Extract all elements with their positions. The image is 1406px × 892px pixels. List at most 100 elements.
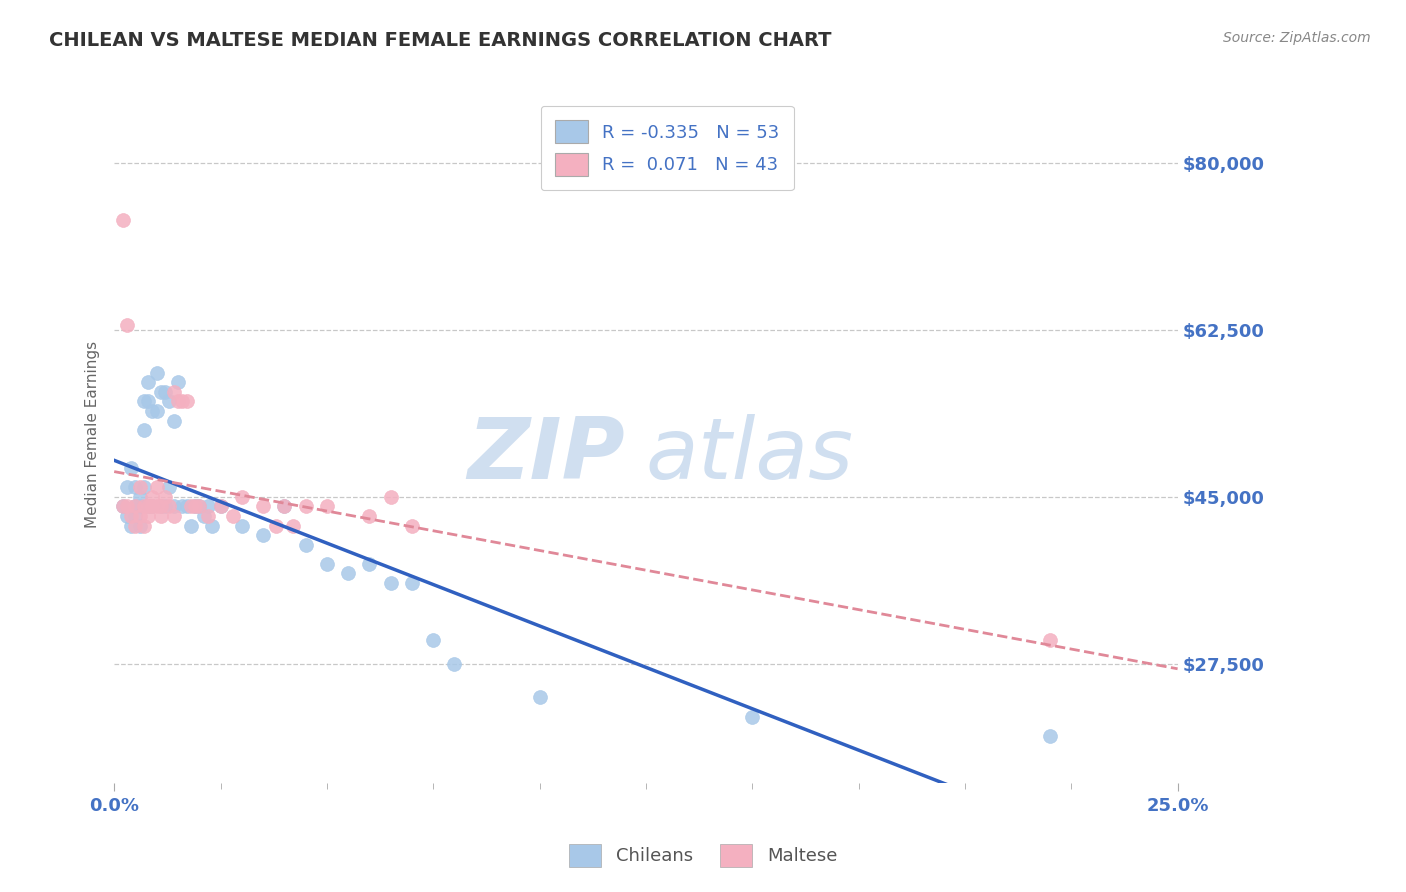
Point [197, 500, 219, 514]
Point [401, 575, 423, 590]
Point [273, 500, 295, 514]
Point [201, 518, 224, 533]
Y-axis label: Median Female Earnings: Median Female Earnings [86, 342, 100, 528]
Point [176, 394, 198, 409]
Legend: Chileans, Maltese: Chileans, Maltese [561, 837, 845, 874]
Point [197, 508, 219, 523]
Point [180, 518, 202, 533]
Point [209, 500, 232, 514]
Text: atlas: atlas [645, 414, 853, 497]
Point [145, 404, 167, 418]
Point [167, 394, 190, 409]
Point [128, 480, 150, 494]
Point [176, 500, 198, 514]
Point [124, 518, 146, 533]
Point [184, 500, 207, 514]
Point [273, 500, 295, 514]
Point [132, 423, 155, 437]
Point [136, 500, 159, 514]
Point [163, 508, 186, 523]
Point [149, 500, 172, 514]
Point [128, 518, 150, 533]
Text: ZIP: ZIP [467, 414, 624, 497]
Point [252, 500, 274, 514]
Point [1039, 729, 1062, 743]
Text: Source: ZipAtlas.com: Source: ZipAtlas.com [1223, 31, 1371, 45]
Point [115, 508, 138, 523]
Point [124, 500, 146, 514]
Point [337, 566, 360, 581]
Point [231, 518, 253, 533]
Point [231, 490, 253, 504]
Point [401, 518, 423, 533]
Point [136, 376, 159, 390]
Point [163, 384, 186, 399]
Point [380, 490, 402, 504]
Point [184, 500, 207, 514]
Point [159, 480, 181, 494]
Point [145, 366, 167, 380]
Point [163, 500, 186, 514]
Point [155, 490, 177, 504]
Point [120, 508, 142, 523]
Point [120, 461, 142, 475]
Point [155, 500, 177, 514]
Text: CHILEAN VS MALTESE MEDIAN FEMALE EARNINGS CORRELATION CHART: CHILEAN VS MALTESE MEDIAN FEMALE EARNING… [49, 31, 832, 50]
Point [359, 557, 381, 571]
Point [132, 500, 155, 514]
Point [145, 480, 167, 494]
Point [315, 557, 337, 571]
Point [209, 500, 232, 514]
Point [529, 690, 551, 705]
Point [141, 500, 163, 514]
Point [159, 394, 181, 409]
Point [193, 508, 215, 523]
Point [294, 538, 316, 552]
Point [222, 508, 245, 523]
Point [115, 500, 138, 514]
Point [264, 518, 287, 533]
Point [172, 500, 194, 514]
Point [111, 500, 134, 514]
Point [422, 633, 444, 648]
Point [443, 657, 465, 671]
Point [132, 480, 155, 494]
Point [294, 500, 316, 514]
Point [380, 575, 402, 590]
Point [115, 318, 138, 332]
Legend: R = -0.335   N = 53, R =  0.071   N = 43: R = -0.335 N = 53, R = 0.071 N = 43 [541, 106, 794, 190]
Point [1039, 633, 1062, 648]
Point [167, 376, 190, 390]
Point [128, 490, 150, 504]
Point [132, 394, 155, 409]
Point [120, 518, 142, 533]
Point [149, 384, 172, 399]
Point [128, 508, 150, 523]
Point [159, 500, 181, 514]
Point [115, 480, 138, 494]
Point [132, 518, 155, 533]
Point [252, 528, 274, 542]
Point [149, 508, 172, 523]
Point [180, 500, 202, 514]
Point [136, 508, 159, 523]
Point [111, 213, 134, 227]
Point [188, 500, 211, 514]
Point [359, 508, 381, 523]
Point [141, 490, 163, 504]
Point [149, 500, 172, 514]
Point [172, 394, 194, 409]
Point [124, 500, 146, 514]
Point [281, 518, 304, 533]
Point [136, 500, 159, 514]
Point [136, 394, 159, 409]
Point [741, 709, 763, 723]
Point [111, 500, 134, 514]
Point [141, 500, 163, 514]
Point [141, 404, 163, 418]
Point [128, 500, 150, 514]
Point [188, 500, 211, 514]
Point [145, 500, 167, 514]
Point [163, 413, 186, 427]
Point [124, 508, 146, 523]
